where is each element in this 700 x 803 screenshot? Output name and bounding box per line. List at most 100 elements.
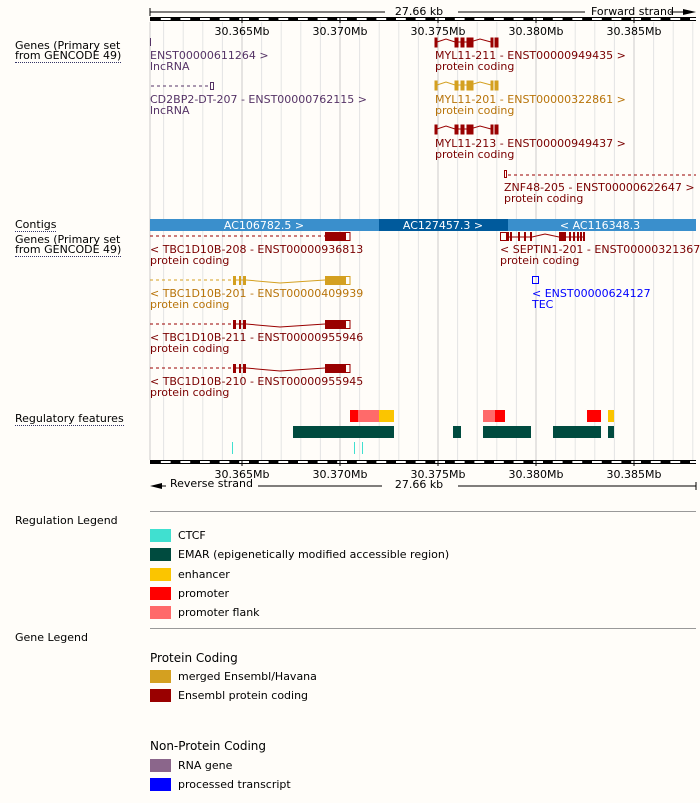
swatch [150,568,171,581]
divider [150,628,696,629]
swatch [150,587,171,600]
biotype-label: lncRNA [150,104,190,117]
legend-item: EMAR (epigenetically modified accessible… [150,548,449,561]
legend-label: enhancer [178,568,230,581]
gene-legend-title: Gene Legend [15,631,88,644]
transcript-TBC1D10B-210[interactable] [150,364,351,373]
biotype-label: protein coding [500,254,579,267]
contigs-track: AC106782.5 > AC127457.3 > < AC116348.3 [150,219,696,232]
legend-label: RNA gene [178,759,233,772]
track-label-text: Genes (Primary set [15,233,121,246]
transcript-label[interactable]: < TBC1D10B-211 - ENST00000955946 [150,331,363,344]
transcript-TBC1D10B-208[interactable] [150,232,351,241]
legend-label: merged Ensembl/Havana [178,670,317,683]
tick-label: 30.380Mb [509,25,564,38]
promoter-flank[interactable] [358,410,379,422]
transcript-ENST00000624127[interactable] [532,276,539,284]
biotype-label: protein coding [150,342,229,355]
transcript-SEPTIN1-201[interactable] [500,232,586,241]
legend-label: promoter flank [178,606,260,619]
ctcf[interactable] [362,442,363,454]
tick-label: 30.365Mb [215,468,270,481]
forward-strand-label: Forward strand [591,5,674,18]
transcript-label[interactable]: < ENST00000624127 [532,287,651,300]
enhancer[interactable] [608,410,614,422]
transcript-label[interactable]: < SEPTIN1-201 - ENST00000321367 [500,243,700,256]
contig[interactable] [508,219,696,231]
biotype-label: lncRNA [150,60,190,73]
legend-label: promoter [178,587,230,600]
track-label-text: from GENCODE 49) [15,243,122,257]
contig[interactable] [150,219,379,231]
biotype-label: protein coding [150,254,229,267]
biotype-label: protein coding [150,298,229,311]
divider [150,511,696,512]
emar[interactable] [293,426,394,438]
legend-item: processed transcript [150,778,291,791]
ctcf[interactable] [354,442,355,454]
transcript-MYL11-201[interactable] [434,80,499,91]
tick-label: 30.375Mb [411,25,466,38]
ruler-length: 27.66 kb [395,478,443,491]
legend-item: CTCF [150,529,206,542]
biotype-label: protein coding [435,60,514,73]
swatch [150,759,171,772]
promoter-flank[interactable] [483,410,495,422]
legend-subtitle: Non-Protein Coding [150,739,267,753]
legend-item: RNA gene [150,759,232,772]
bottom-ruler: 30.365Mb 30.370Mb 30.375Mb 30.380Mb 30.385Mb… [150,460,700,491]
genome-tracks: 27.66 kb Forward strand 30.365Mb 30.370Mb… [149,5,700,491]
track-label-regulatory[interactable]: Regulatory features [15,412,124,426]
ctcf[interactable] [232,442,233,454]
emar[interactable] [608,426,614,438]
contig-label: AC106782.5 > [224,219,304,232]
legend-item: promoter flank [150,606,260,619]
enhancer[interactable] [379,410,394,422]
track-label-contigs[interactable]: Contigs [15,218,57,232]
transcript-label[interactable]: MYL11-211 - ENST00000949435 > [435,49,626,62]
track-label-genes-forward[interactable]: Genes (Primary set from GENCODE 49) [15,40,122,63]
transcript-label[interactable]: < TBC1D10B-210 - ENST00000955945 [150,375,363,388]
regulatory-features [232,410,614,454]
track-label-genes-reverse[interactable]: Genes (Primary set from GENCODE 49) [15,233,122,257]
tick-label: 30.365Mb [215,25,270,38]
transcript-MYL11-211[interactable] [434,37,499,48]
swatch [150,670,171,683]
transcript-label[interactable]: < TBC1D10B-208 - ENST00000936813 [150,243,363,256]
top-ruler: 27.66 kb Forward strand 30.365Mb 30.370Mb… [149,5,700,38]
biotype-label: protein coding [435,148,514,161]
transcript-label[interactable]: ZNF48-205 - ENST00000622647 > [504,181,695,194]
reverse-genes: < TBC1D10B-208 - ENST00000936813 protein… [150,232,700,399]
transcript-TBC1D10B-211[interactable] [150,320,351,329]
swatch [150,778,171,791]
swatch [150,606,171,619]
emar[interactable] [453,426,461,438]
arrow-left-icon [150,483,162,489]
promoter[interactable] [350,410,358,422]
contig-label: AC127457.3 > [403,219,483,232]
ruler-length: 27.66 kb [395,5,443,18]
emar[interactable] [553,426,601,438]
transcript-label[interactable]: MYL11-201 - ENST00000322861 > [435,93,626,106]
contig[interactable] [379,219,508,231]
promoter[interactable] [495,410,505,422]
emar[interactable] [483,426,531,438]
transcript-TBC1D10B-201[interactable] [150,276,351,285]
track-label-text: from GENCODE 49) [15,49,122,63]
tick-label: 30.385Mb [607,468,662,481]
swatch [150,689,171,702]
legend-item: promoter [150,587,229,600]
promoter[interactable] [587,410,601,422]
legend-subtitle: Protein Coding [150,651,238,665]
legend-item: merged Ensembl/Havana [150,670,317,683]
tick-label: 30.375Mb [411,468,466,481]
track-label-text: Regulatory features [15,412,124,426]
legend-label: Ensembl protein coding [178,689,309,702]
transcript-label[interactable]: < TBC1D10B-201 - ENST00000409939 [150,287,363,300]
transcript-label[interactable]: ENST00000611264 > [150,49,269,62]
transcript-label[interactable]: MYL11-213 - ENST00000949437 > [435,137,626,150]
tick-label: 30.385Mb [607,25,662,38]
transcript-MYL11-213[interactable] [434,124,499,135]
transcript-label[interactable]: CD2BP2-DT-207 - ENST00000762115 > [150,93,367,106]
